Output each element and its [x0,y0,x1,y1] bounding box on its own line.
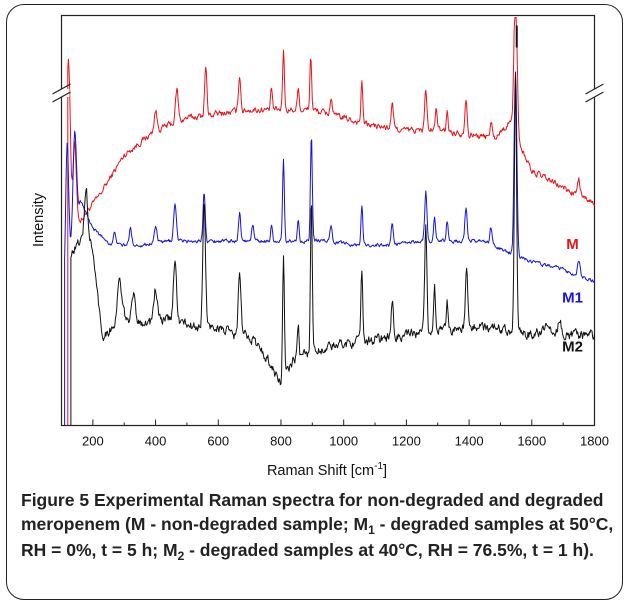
axis-break-marks [52,83,604,103]
caption-text-3: - degraded samples at 40°C, RH = 76.5%, … [184,540,594,560]
caption-subscript-2: 2 [177,549,185,563]
series-line-m [67,17,595,426]
plot-frame [60,14,596,427]
x-tick-label: 1600 [517,434,546,449]
caption-text-1: Experimental Raman spectra for non-degra… [21,490,604,534]
axis-break-slash [52,91,71,103]
series-line-m2 [70,73,595,426]
x-axis-label: Raman Shift [cm-1] [267,461,387,479]
x-tick-label: 1400 [455,434,484,449]
x-tick-label: 800 [270,434,292,449]
x-tick-label: 200 [82,434,104,449]
series-label-m2: M2 [562,339,583,356]
x-tick-label: 600 [207,434,229,449]
series-line-m1 [64,71,595,426]
x-ticks: 200 400 600 800 1000 1200 1400 1600 1800 [82,419,609,449]
y-axis-label: Intensity [31,192,47,247]
x-tick-label: 1200 [392,434,421,449]
axis-break-slash [585,91,604,103]
x-tick-label: 400 [145,434,167,449]
series-labels: M M1 M2 [562,236,583,356]
x-tick-label: 1800 [580,434,609,449]
x-axis-label-superscript: -1 [374,461,383,472]
axis-break-gap [53,89,70,97]
caption-text-2: - degraded samples at 50°C, RH = 0%, t =… [21,514,614,560]
series-label-m1: M1 [562,290,583,307]
series-layer [64,17,595,426]
raman-chart: 200 400 600 800 1000 1200 1400 1600 1800 M M1 M2 I… [31,14,609,479]
axis-break-gap [586,89,603,97]
chart-axes [60,14,596,427]
x-tick-label: 1000 [329,434,358,449]
axis-break-slash [52,83,71,95]
series-label-m: M [566,236,579,253]
caption-subscript-1: 1 [368,523,375,537]
figure-caption: Figure 5 Experimental Raman spectra for … [21,488,621,564]
figure-label: Figure 5 [21,490,90,510]
axis-break-slash [585,83,604,95]
figure-card: 200 400 600 800 1000 1200 1400 1600 1800 M M1 M2 I… [6,4,623,600]
